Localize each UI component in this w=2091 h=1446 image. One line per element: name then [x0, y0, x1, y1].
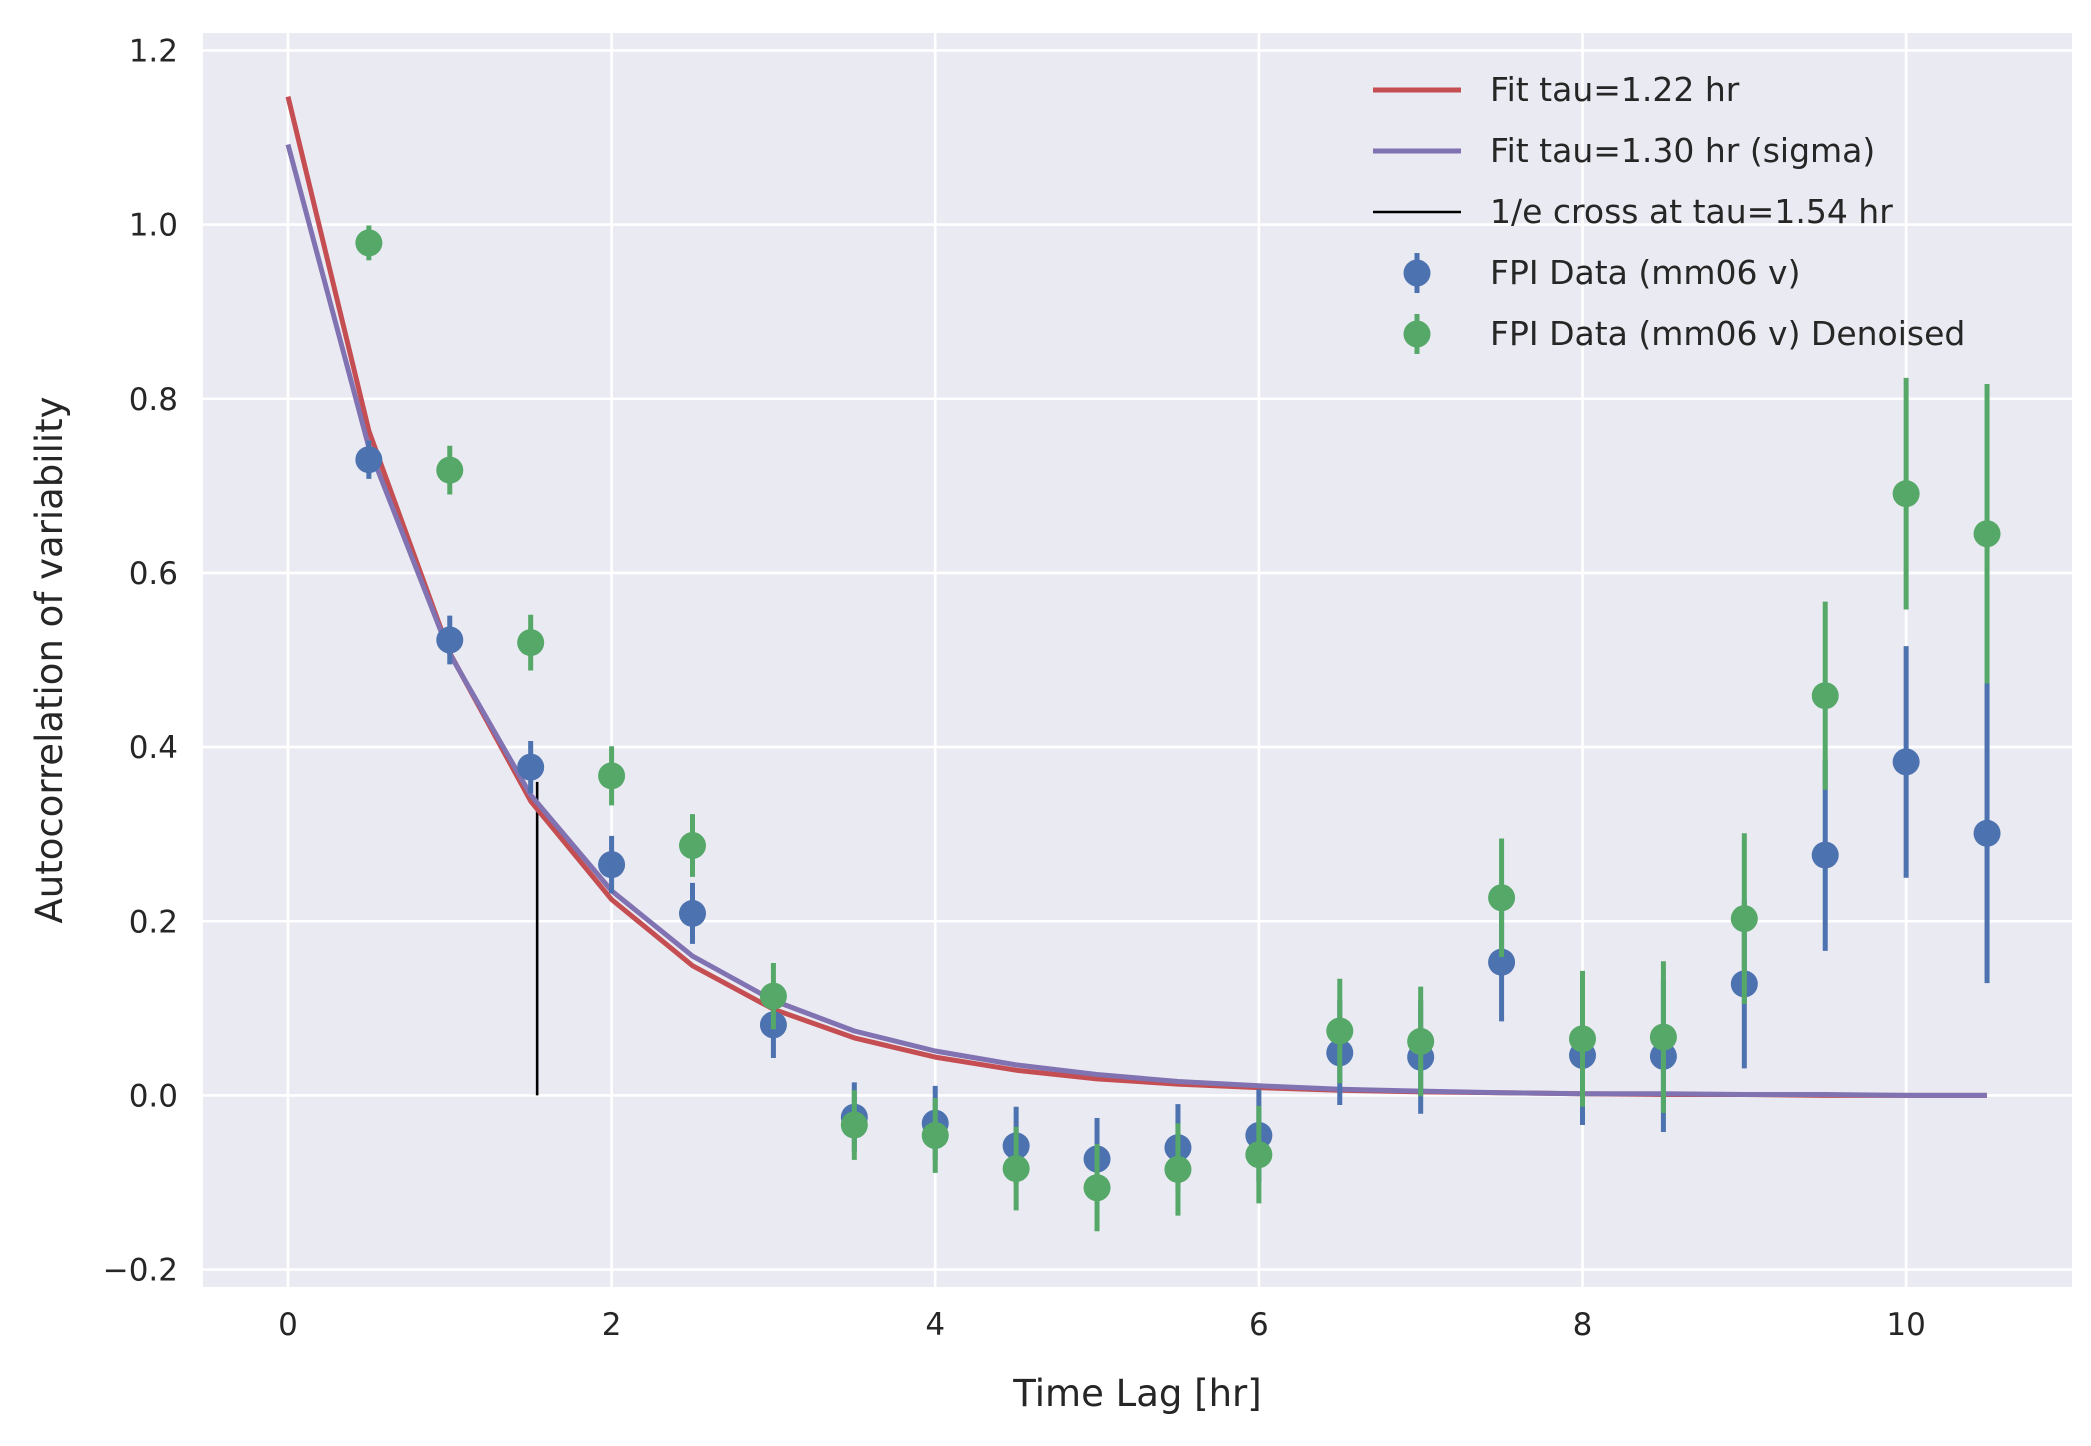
data-point — [921, 1121, 949, 1149]
data-point — [517, 629, 545, 657]
data-point — [1892, 480, 1920, 508]
x-tick-label: 0 — [278, 1307, 298, 1343]
data-point — [1649, 1023, 1677, 1051]
data-point — [1973, 819, 2001, 847]
legend-label: 1/e cross at tau=1.54 hr — [1490, 192, 1893, 231]
data-point — [759, 982, 787, 1010]
legend-label: Fit tau=1.22 hr — [1490, 70, 1740, 109]
y-tick-label: −0.2 — [103, 1253, 178, 1289]
y-tick-label: 0.0 — [129, 1078, 178, 1114]
x-tick-label: 2 — [602, 1307, 622, 1343]
data-point — [1488, 948, 1516, 976]
data-point — [679, 899, 706, 927]
y-tick-label: 0.4 — [129, 730, 178, 766]
x-axis-label: Time Lag [hr] — [1012, 1372, 1261, 1415]
data-point — [1730, 905, 1758, 933]
legend-point-marker — [1403, 320, 1431, 348]
legend-point-marker — [1403, 259, 1431, 287]
x-tick-label: 8 — [1573, 1307, 1593, 1343]
y-tick-label: 0.8 — [129, 382, 178, 418]
data-point — [1002, 1155, 1030, 1183]
data-point — [1488, 884, 1516, 912]
data-point — [436, 456, 464, 484]
data-point — [1973, 520, 2001, 548]
y-axis-label: Autocorrelation of variability — [28, 396, 71, 923]
data-point — [1569, 1025, 1596, 1053]
data-point — [517, 753, 545, 781]
data-point — [598, 762, 626, 790]
legend: Fit tau=1.22 hr Fit tau=1.30 hr (sigma) 1/… — [1373, 70, 1965, 354]
data-point — [1164, 1155, 1192, 1183]
tick-labels: 0 2 4 6 8 10 −0.2 0.0 0.2 0.4 0.6 0.8 1.0 1.2 — [103, 33, 1926, 1343]
data-point — [1892, 748, 1920, 776]
y-tick-label: 1.0 — [129, 208, 178, 244]
fit-line-2 — [285, 143, 1987, 1098]
data-point — [1083, 1174, 1111, 1202]
legend-label: FPI Data (mm06 v) Denoised — [1490, 314, 1965, 353]
legend-label: FPI Data (mm06 v) — [1490, 253, 1800, 292]
data-point — [1811, 841, 1839, 869]
series-2 — [355, 225, 2001, 1232]
y-tick-label: 0.2 — [129, 904, 178, 940]
data-point — [355, 446, 383, 474]
data-point — [436, 626, 464, 654]
data-point — [598, 851, 626, 879]
data-point — [679, 831, 706, 859]
plot-content — [285, 96, 2001, 1232]
data-point — [1326, 1017, 1354, 1045]
x-tick-label: 6 — [1249, 1307, 1269, 1343]
data-point — [840, 1111, 868, 1139]
y-tick-label: 1.2 — [129, 33, 178, 69]
grid-lines — [203, 33, 2072, 1287]
data-point — [1245, 1141, 1273, 1169]
data-point — [355, 229, 383, 257]
data-point — [1407, 1027, 1435, 1055]
x-tick-label: 4 — [925, 1307, 945, 1343]
y-tick-label: 0.6 — [129, 556, 178, 592]
data-point — [1811, 682, 1839, 710]
x-tick-label: 10 — [1886, 1307, 1925, 1343]
legend-label: Fit tau=1.30 hr (sigma) — [1490, 131, 1875, 170]
